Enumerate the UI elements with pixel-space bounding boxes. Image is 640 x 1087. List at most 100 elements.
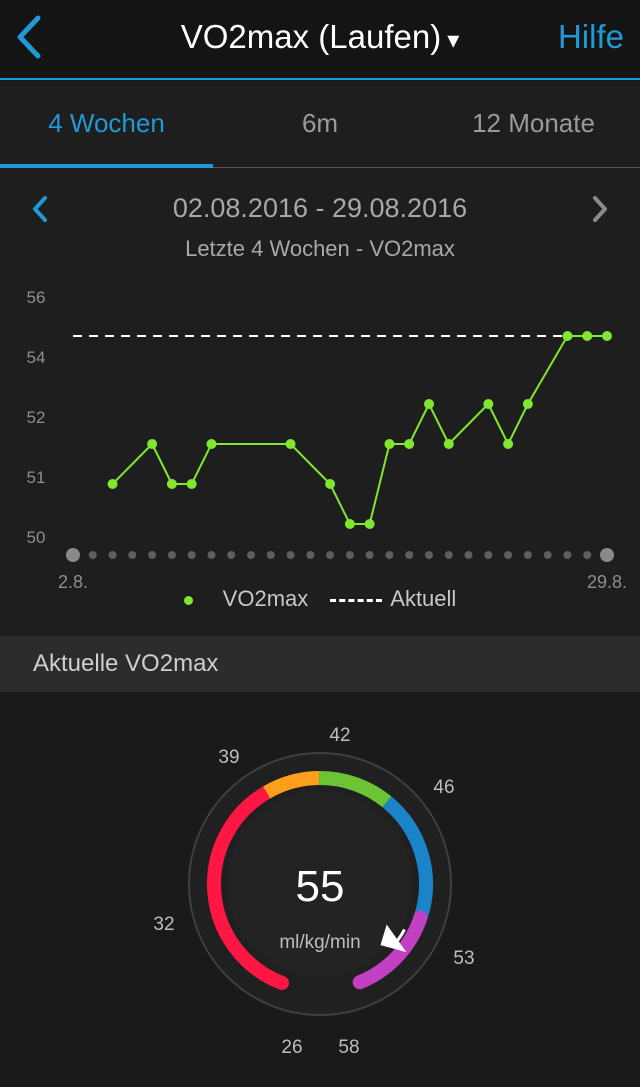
vo2max-data-point[interactable] (384, 439, 395, 449)
vo2max-data-point[interactable] (404, 439, 415, 449)
vo2max-data-point[interactable] (206, 439, 217, 449)
x-axis-day-marker (345, 551, 354, 559)
x-axis-day-marker (464, 551, 473, 559)
legend-current-marker (330, 598, 383, 602)
legend-vo2max-label: VO2max (222, 586, 309, 611)
x-axis-day-marker (405, 551, 414, 559)
date-range: 02.08.2016 - 29.08.2016 (172, 193, 468, 223)
vo2max-data-point[interactable] (483, 399, 494, 409)
section-title: Aktuelle VO2max (33, 650, 219, 677)
vo2max-data-point[interactable] (147, 439, 158, 449)
chart-panel: 02.08.2016 - 29.08.2016 Letzte 4 Wochen … (0, 168, 640, 636)
x-axis-day-marker (227, 551, 236, 559)
y-tick-label: 51 (27, 468, 46, 487)
vo2max-data-point[interactable] (562, 331, 573, 341)
back-button[interactable] (10, 12, 50, 62)
x-axis-day-marker (385, 551, 394, 559)
help-button[interactable]: Hilfe (557, 18, 624, 55)
vo2max-data-point[interactable] (522, 399, 533, 409)
x-axis-day-marker (504, 551, 513, 559)
gauge-label-58: 58 (338, 1037, 360, 1058)
x-axis-day-marker (543, 551, 552, 559)
x-axis-day-marker (326, 551, 335, 559)
x-axis-day-marker (187, 551, 196, 559)
gauge-unit: ml/kg/min (279, 932, 361, 953)
next-period-button[interactable] (584, 194, 614, 224)
x-axis-day-marker (523, 551, 532, 559)
vo2max-data-point[interactable] (285, 439, 296, 449)
gauge-label-26: 26 (281, 1037, 303, 1058)
x-axis-day-marker (148, 551, 157, 559)
vo2max-data-point[interactable] (344, 519, 355, 529)
vo2max-data-point[interactable] (582, 331, 593, 341)
vo2max-data-point[interactable] (166, 479, 177, 489)
vo2max-data-point[interactable] (424, 399, 434, 409)
chevron-left-icon (17, 15, 41, 59)
top-bar: VO2max (Laufen) ▾ Hilfe (0, 0, 640, 80)
legend-current-label: Aktuell (390, 586, 457, 611)
tab-12-months[interactable]: 12 Monate (472, 108, 595, 138)
gauge-zone-arc (207, 785, 290, 990)
gauge-zone-arc (352, 910, 428, 990)
x-axis-day-marker (247, 551, 255, 559)
x-axis-day-marker (444, 551, 453, 559)
chart-legend: VO2max Aktuell (0, 586, 640, 616)
gauge-zone-arc (318, 771, 392, 808)
tab-4-weeks[interactable]: 4 Wochen (48, 108, 165, 138)
y-tick-label: 56 (27, 288, 46, 307)
vo2max-gauge (188, 752, 452, 1016)
x-axis-day-marker (365, 551, 374, 559)
gauge-label-42: 42 (329, 725, 351, 746)
x-axis-day-marker (108, 551, 117, 559)
x-axis-day-marker (600, 548, 614, 562)
tab-6-months[interactable]: 6m (301, 108, 339, 138)
x-axis-day-marker (167, 551, 176, 559)
chevron-left-icon (33, 196, 47, 222)
y-tick-label: 54 (27, 348, 46, 367)
x-axis-day-marker (306, 551, 315, 559)
gauge-label-32: 32 (153, 914, 175, 935)
chart-subtitle: Letzte 4 Wochen - VO2max (185, 236, 455, 261)
previous-period-button[interactable] (26, 194, 56, 224)
x-axis-day-marker (266, 551, 275, 559)
dropdown-caret-icon: ▾ (447, 27, 460, 54)
legend-vo2max-marker (183, 595, 193, 605)
vo2max-data-point[interactable] (602, 331, 612, 341)
active-tab-indicator (0, 164, 213, 168)
x-axis-day-marker (207, 551, 216, 559)
x-axis-day-marker (286, 551, 295, 559)
section-header: Aktuelle VO2max (0, 636, 640, 692)
x-axis-day-marker (583, 551, 592, 559)
gauge-label-39: 39 (218, 747, 240, 768)
x-axis-day-marker (484, 551, 493, 559)
gauge-panel: 55 ml/kg/min 26 32 39 42 46 53 58 (0, 692, 640, 1087)
gauge-label-53: 53 (453, 948, 475, 969)
period-tabs: 4 Wochen 6m 12 Monate (0, 82, 640, 168)
gauge-label-46: 46 (433, 777, 455, 798)
gauge-zone-arc (263, 771, 320, 799)
page-title: VO2max (Laufen) (180, 18, 442, 55)
y-tick-label: 52 (27, 408, 46, 427)
vo2max-data-point[interactable] (325, 479, 336, 489)
gauge-zone-arc (382, 796, 433, 920)
vo2max-data-point[interactable] (107, 479, 118, 489)
vo2max-series-line (111, 335, 607, 525)
metric-selector[interactable]: VO2max (Laufen) ▾ (0, 18, 640, 56)
vo2max-data-point[interactable] (186, 479, 197, 489)
vo2max-line-chart: 56 54 52 51 50 2.8. 29.8. (27, 288, 627, 592)
x-axis-day-marker (563, 551, 572, 559)
gauge-inner-disc (228, 792, 412, 976)
vo2max-data-point[interactable] (503, 439, 514, 449)
gauge-value: 55 (295, 862, 345, 911)
x-axis-day-marker (66, 548, 80, 562)
y-tick-label: 50 (27, 528, 46, 547)
chevron-right-icon (593, 196, 607, 222)
vo2max-data-point[interactable] (364, 519, 375, 529)
x-axis-day-marker (88, 551, 97, 559)
x-end-label: 29.8. (587, 572, 627, 592)
x-axis-day-marker (425, 551, 433, 559)
x-axis-day-marker (128, 551, 137, 559)
gauge-pointer (380, 924, 407, 953)
x-start-label: 2.8. (58, 572, 88, 592)
vo2max-data-point[interactable] (443, 439, 454, 449)
